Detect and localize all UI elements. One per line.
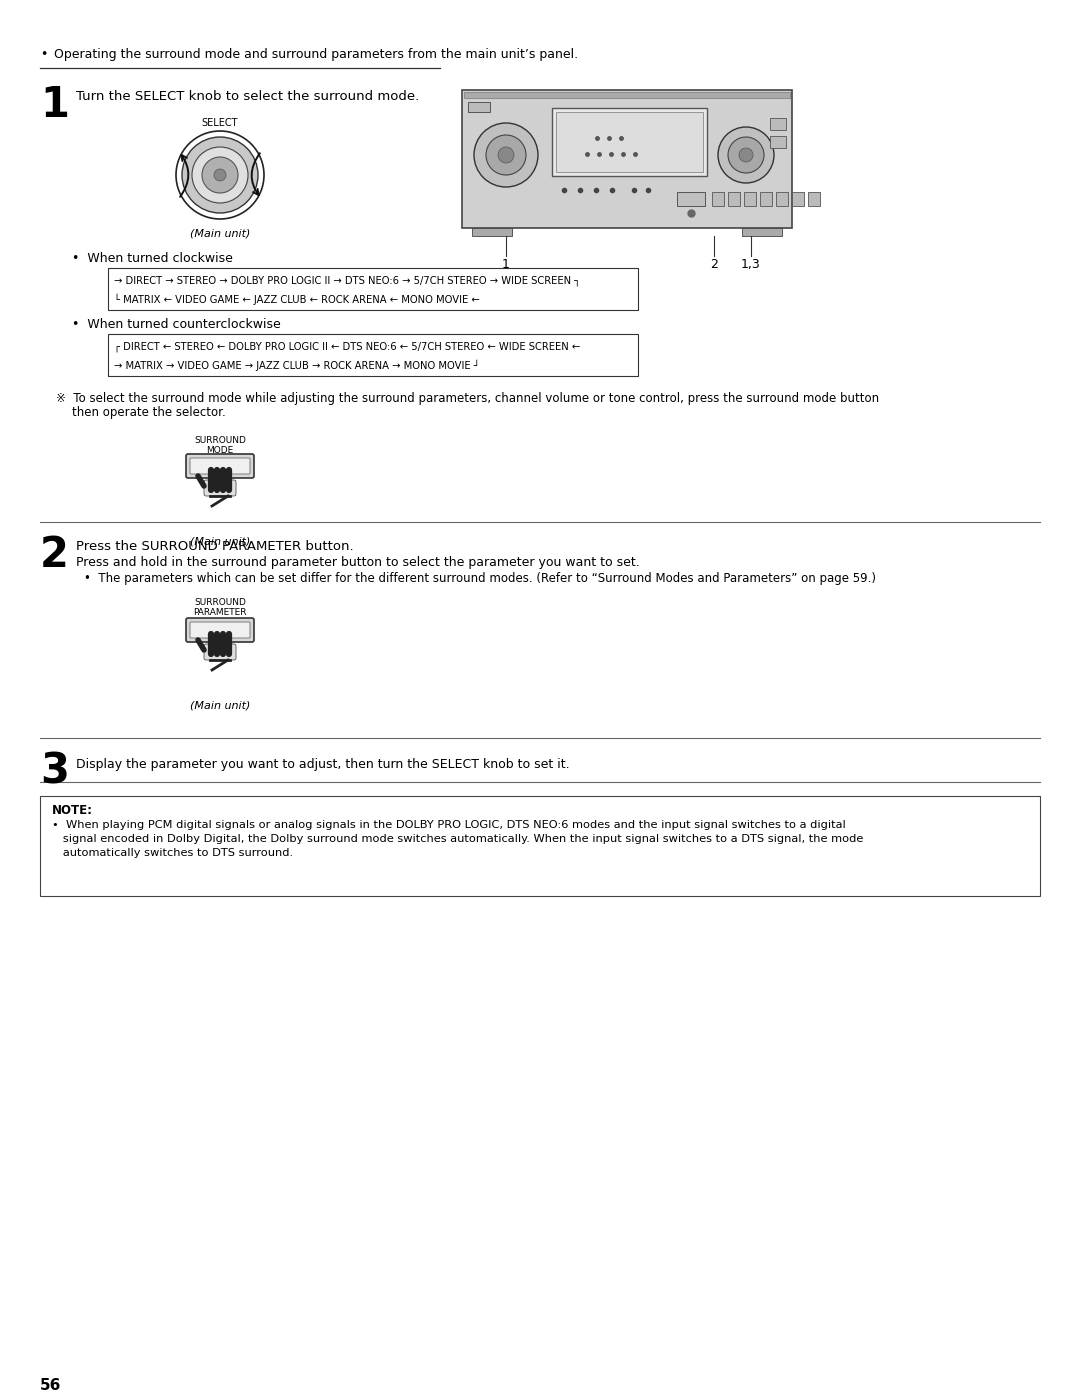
Text: SURROUND
PARAMETER: SURROUND PARAMETER [193,597,246,617]
Bar [808,192,820,206]
Text: SURROUND
MODE: SURROUND MODE [194,436,246,456]
Bar [472,228,512,236]
Text: (Main unit): (Main unit) [190,536,251,546]
Text: SELECT: SELECT [202,118,239,127]
Text: Press and hold in the surround parameter button to select the parameter you want: Press and hold in the surround parameter… [76,555,639,569]
Text: → MATRIX → VIDEO GAME → JAZZ CLUB → ROCK ARENA → MONO MOVIE ┘: → MATRIX → VIDEO GAME → JAZZ CLUB → ROCK… [114,360,480,371]
Circle shape [202,157,238,193]
Text: •  When playing PCM digital signals or analog signals in the DOLBY PRO LOGIC, DT: • When playing PCM digital signals or an… [52,820,846,830]
Circle shape [486,134,526,175]
Bar [744,192,756,206]
FancyBboxPatch shape [204,480,237,497]
Text: 2: 2 [710,257,718,271]
Circle shape [474,123,538,187]
Text: (Main unit): (Main unit) [190,228,251,238]
Circle shape [498,147,514,164]
Bar [677,192,705,206]
Text: ┌ DIRECT ← STEREO ← DOLBY PRO LOGIC II ← DTS NEO:6 ← 5/7CH STEREO ← WIDE SCREEN : ┌ DIRECT ← STEREO ← DOLBY PRO LOGIC II ←… [114,341,580,353]
Text: Turn the SELECT knob to select the surround mode.: Turn the SELECT knob to select the surro… [76,90,419,104]
Circle shape [214,169,226,180]
Bar [108,269,638,311]
Bar [556,112,703,172]
Text: •  The parameters which can be set differ for the different surround modes. (Ref: • The parameters which can be set differ… [84,572,876,585]
Bar [40,796,1040,895]
Bar [464,92,789,98]
Text: •  When turned counterclockwise: • When turned counterclockwise [72,318,281,332]
Bar [777,192,788,206]
Circle shape [183,137,258,213]
Bar [712,192,724,206]
Circle shape [192,147,248,203]
FancyBboxPatch shape [186,455,254,478]
Text: signal encoded in Dolby Digital, the Dolby surround mode switches automatically.: signal encoded in Dolby Digital, the Dol… [52,834,863,844]
Bar [552,108,707,176]
FancyBboxPatch shape [462,90,792,228]
Text: Press the SURROUND PARAMETER button.: Press the SURROUND PARAMETER button. [76,540,353,553]
Circle shape [718,127,774,183]
Text: NOTE:: NOTE: [52,804,93,817]
Text: 1,3: 1,3 [741,257,761,271]
Circle shape [739,148,753,162]
Text: → DIRECT → STEREO → DOLBY PRO LOGIC II → DTS NEO:6 → 5/7CH STEREO → WIDE SCREEN : → DIRECT → STEREO → DOLBY PRO LOGIC II →… [114,276,580,287]
Text: 1: 1 [40,84,69,126]
Text: 2: 2 [40,534,69,576]
Bar [728,192,740,206]
Bar [468,102,490,112]
Bar [742,228,782,236]
Text: Display the parameter you want to adjust, then turn the SELECT knob to set it.: Display the parameter you want to adjust… [76,758,569,771]
Text: •  When turned clockwise: • When turned clockwise [72,252,233,264]
Text: 1: 1 [502,257,510,271]
Text: └ MATRIX ← VIDEO GAME ← JAZZ CLUB ← ROCK ARENA ← MONO MOVIE ←: └ MATRIX ← VIDEO GAME ← JAZZ CLUB ← ROCK… [114,294,480,305]
Circle shape [728,137,764,173]
Text: then operate the selector.: then operate the selector. [72,406,226,418]
Bar [108,334,638,376]
Text: Operating the surround mode and surround parameters from the main unit’s panel.: Operating the surround mode and surround… [54,48,578,62]
FancyBboxPatch shape [190,623,249,638]
Bar [770,118,786,130]
FancyBboxPatch shape [186,618,254,642]
Text: •: • [40,48,48,62]
Text: 3: 3 [40,750,69,792]
FancyBboxPatch shape [190,457,249,474]
FancyBboxPatch shape [204,644,237,660]
Text: ※  To select the surround mode while adjusting the surround parameters, channel : ※ To select the surround mode while adju… [56,392,879,404]
Text: automatically switches to DTS surround.: automatically switches to DTS surround. [52,848,293,858]
Bar [770,136,786,148]
Bar [760,192,772,206]
Text: 56: 56 [40,1378,62,1393]
Bar [792,192,804,206]
Text: (Main unit): (Main unit) [190,700,251,711]
